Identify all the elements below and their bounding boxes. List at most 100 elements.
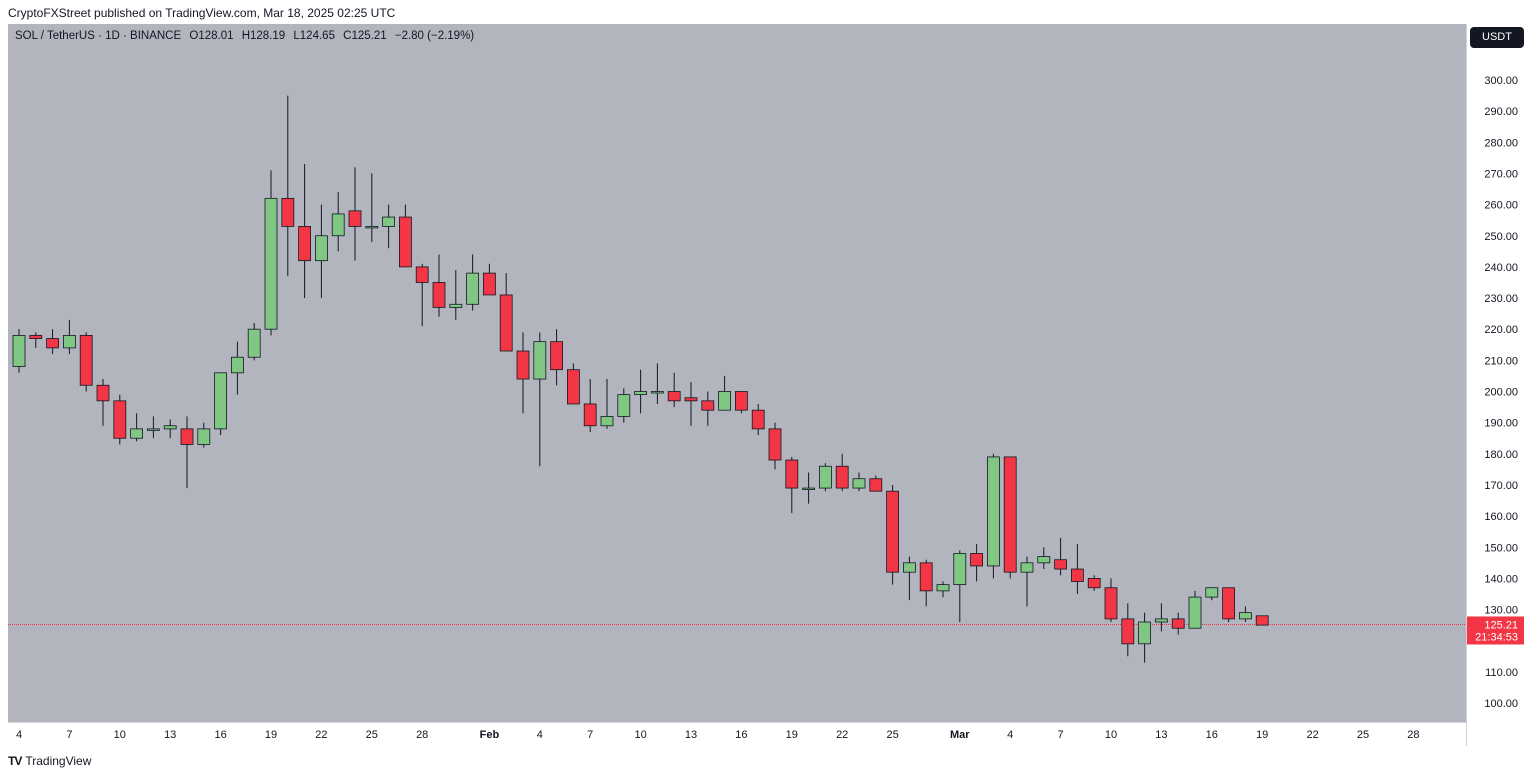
- candle: [365, 173, 379, 242]
- price-tick-label: 160.00: [1484, 511, 1518, 523]
- candle-body: [1171, 618, 1185, 629]
- candle: [953, 550, 967, 623]
- candle: [768, 422, 782, 470]
- candle-body: [684, 397, 698, 402]
- time-tick-label: 19: [265, 729, 277, 741]
- candle-body: [869, 478, 883, 492]
- candle-body: [331, 213, 345, 237]
- time-tick-label: 16: [1206, 729, 1218, 741]
- time-tick-label: 25: [886, 729, 898, 741]
- candle: [29, 332, 43, 348]
- candle: [600, 379, 614, 429]
- candle-body: [1121, 618, 1135, 645]
- candle: [163, 419, 177, 439]
- price-tick-label: 270.00: [1484, 168, 1518, 180]
- candle: [1121, 603, 1135, 657]
- candle-body: [919, 562, 933, 592]
- candle: [987, 453, 1000, 579]
- price-tick-label: 240.00: [1484, 262, 1518, 274]
- candle: [348, 167, 362, 261]
- candle-body: [214, 372, 228, 430]
- tradingview-logo-icon: TV: [8, 754, 22, 768]
- candle: [970, 544, 983, 582]
- price-tick-label: 180.00: [1484, 449, 1518, 461]
- candle-body: [516, 350, 530, 380]
- symbol-legend: SOL / TetherUS · 1D · BINANCE O128.01 H1…: [15, 30, 479, 42]
- candle-body: [1104, 587, 1118, 620]
- candle-body: [1205, 587, 1219, 598]
- candle-body: [701, 400, 715, 411]
- candle: [130, 413, 143, 442]
- tradingview-footer[interactable]: TV TradingView: [8, 754, 91, 768]
- time-tick-label: 4: [16, 729, 22, 741]
- candle: [751, 403, 765, 436]
- time-tick-label: 16: [214, 729, 226, 741]
- candle-body: [415, 266, 429, 283]
- time-tick-label: 16: [735, 729, 747, 741]
- price-tick-label: 170.00: [1484, 480, 1518, 492]
- time-axis-background[interactable]: [8, 722, 1466, 746]
- candle: [1138, 612, 1151, 663]
- candle-body: [567, 369, 580, 405]
- candle: [449, 270, 463, 320]
- publish-caption: CryptoFXStreet published on TradingView.…: [8, 6, 396, 20]
- candle: [903, 556, 916, 601]
- candlestick-chart-svg[interactable]: 100.00110.00120.00130.00140.00150.00160.…: [8, 24, 1529, 746]
- candle: [583, 379, 597, 432]
- candle-body: [735, 391, 748, 411]
- candle: [802, 472, 815, 504]
- candle: [1155, 603, 1168, 632]
- price-tick-label: 230.00: [1484, 293, 1518, 305]
- candle: [46, 329, 59, 355]
- candle: [1205, 587, 1219, 601]
- candle: [651, 363, 664, 404]
- time-tick-label: 19: [1256, 729, 1268, 741]
- time-tick-label: 19: [786, 729, 798, 741]
- candle-body: [1188, 596, 1202, 629]
- candle-body: [398, 216, 412, 268]
- candle: [298, 164, 312, 299]
- candle-body: [802, 487, 815, 490]
- candle-body: [1020, 562, 1034, 573]
- time-tick-label: 7: [1058, 729, 1064, 741]
- time-tick-label: 13: [164, 729, 176, 741]
- time-tick-label: Mar: [950, 729, 970, 741]
- candle: [197, 422, 211, 448]
- time-tick-label: 4: [1007, 729, 1013, 741]
- candle-body: [751, 409, 765, 430]
- candle: [230, 341, 244, 395]
- candle-body: [819, 465, 832, 489]
- candle-body: [1071, 568, 1084, 582]
- candle-body: [1255, 615, 1269, 626]
- price-axis-labels: 100.00110.00120.00130.00140.00150.00160.…: [1484, 75, 1518, 710]
- time-tick-label: 28: [416, 729, 428, 741]
- candle-body: [449, 303, 463, 308]
- time-tick-label: 13: [685, 729, 697, 741]
- time-tick-label: 28: [1407, 729, 1419, 741]
- candle: [314, 204, 328, 299]
- candle-body: [768, 428, 782, 461]
- price-tick-label: 140.00: [1484, 573, 1518, 585]
- candle-body: [785, 459, 799, 489]
- candle: [735, 391, 748, 414]
- candle: [1255, 615, 1269, 626]
- time-tick-label: 25: [1357, 729, 1369, 741]
- candle-body: [113, 400, 127, 439]
- price-chart[interactable]: 100.00110.00120.00130.00140.00150.00160.…: [8, 24, 1529, 746]
- price-tick-label: 290.00: [1484, 106, 1518, 118]
- candle-body: [466, 272, 480, 305]
- time-tick-label: 13: [1155, 729, 1167, 741]
- candle: [567, 363, 580, 405]
- currency-button[interactable]: USDT: [1470, 27, 1524, 48]
- candle: [247, 322, 261, 361]
- time-tick-label: 4: [537, 729, 543, 741]
- candle: [1087, 575, 1101, 591]
- time-tick-label: 10: [634, 729, 646, 741]
- candle-body: [1087, 578, 1101, 589]
- candle-body: [1222, 587, 1235, 620]
- candle-body: [314, 235, 328, 262]
- candle-body: [96, 384, 110, 402]
- candle: [63, 319, 76, 355]
- time-tick-label: 22: [1306, 729, 1318, 741]
- legend-symbol[interactable]: SOL / TetherUS · 1D · BINANCE: [15, 30, 182, 42]
